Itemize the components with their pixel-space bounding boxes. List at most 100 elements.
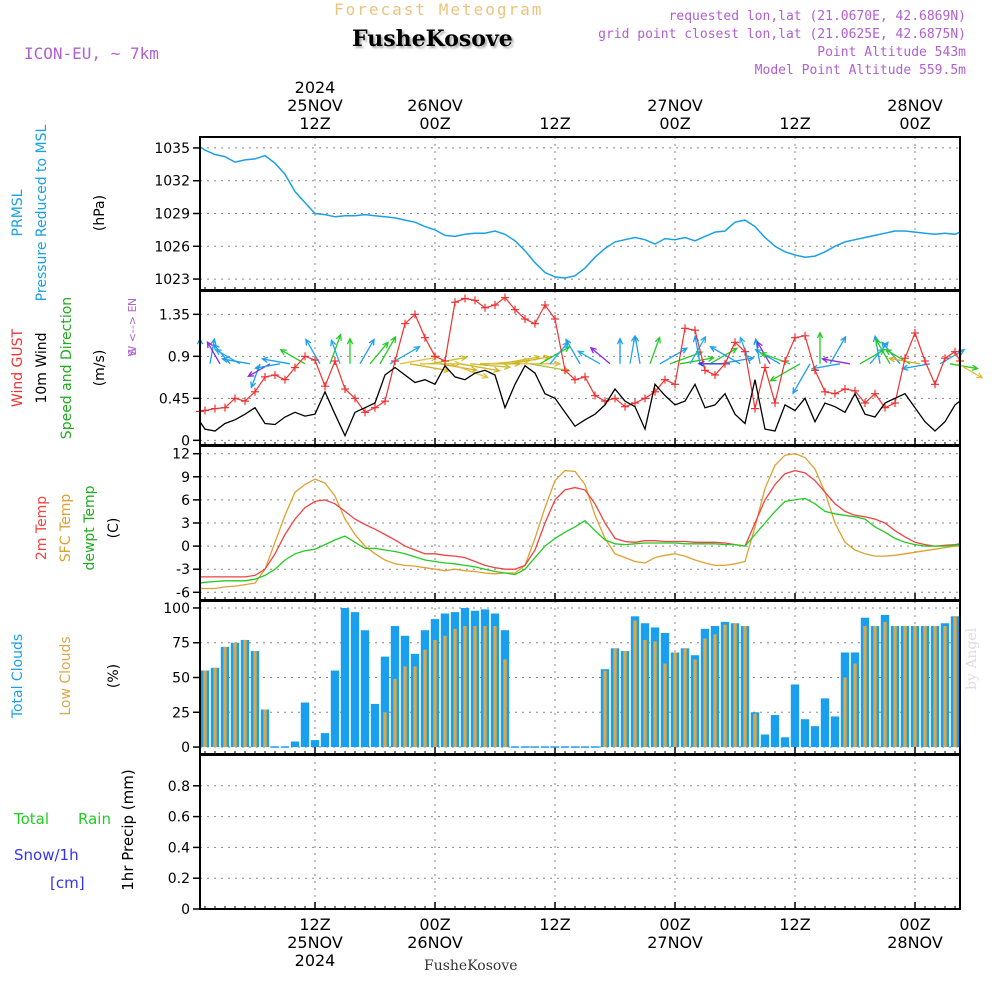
wind-arrow (816, 331, 824, 364)
wind-arrow (253, 363, 281, 371)
low-cloud-bar (233, 642, 237, 748)
wind-arrow-shaft (539, 346, 570, 365)
wind-arrow-head (335, 333, 342, 341)
wind-arrow (949, 363, 980, 371)
wind-arrow-shaft (529, 363, 570, 372)
wind-arrow-head (247, 370, 255, 378)
gust-marker (491, 301, 499, 309)
total-cloud-bar (810, 726, 820, 748)
wind-arrow-shaft (499, 356, 540, 365)
low-cloud-bar (493, 626, 497, 748)
location-title: FusheKosove (352, 26, 513, 52)
bottom-time-label: 26NOV (407, 933, 463, 952)
wind-arrow-shaft (770, 363, 801, 382)
wind-arrow-head (493, 366, 501, 374)
wind-arrow (509, 354, 551, 365)
wind-arrow (549, 341, 569, 365)
bottom-time-label: 25NOV (287, 933, 343, 952)
wind-arrow-head (330, 338, 337, 347)
wind-arrow-head (881, 341, 888, 349)
panel-frame-5 (199, 754, 961, 910)
compass-n: N (126, 298, 139, 306)
bottom-time-label: 27NOV (647, 933, 703, 952)
label-10m-wind: 10m Wind (34, 332, 50, 403)
gust-marker (651, 387, 659, 396)
wind-arrow-head (305, 338, 312, 346)
gust-marker (791, 333, 799, 342)
low-cloud-bar (263, 709, 267, 748)
y-tick-label: 3 (181, 516, 190, 532)
gust-marker (351, 394, 359, 403)
y-tick-label: 0 (181, 539, 190, 555)
wind-arrow (379, 335, 397, 365)
y-tick-label: 50 (172, 671, 190, 687)
wind-arrow-shaft (255, 363, 281, 369)
total-cloud-bar (320, 733, 330, 748)
wind-arrow (792, 363, 811, 395)
low-cloud-bar (913, 626, 917, 748)
wind-arrow-head (632, 334, 640, 343)
wind-arrow (632, 334, 641, 364)
wind-arrow-head (577, 350, 585, 357)
wind-arrow (212, 343, 231, 365)
top-time-label: 26NOV (407, 96, 463, 115)
wind-arrow (649, 336, 661, 365)
gust-marker (801, 331, 809, 340)
low-cloud-bar (633, 620, 637, 748)
gust-marker (781, 357, 789, 365)
total-cloud-bar (780, 737, 790, 748)
wind-arrow-shaft (369, 341, 389, 365)
low-cloud-bar (383, 712, 387, 748)
low-cloud-bar (653, 641, 657, 748)
wind-arrow-head (730, 347, 739, 354)
gust-marker (271, 371, 279, 379)
wind-arrow-head (481, 372, 489, 379)
wind-arrow (330, 338, 341, 365)
y-tick-label: 6 (181, 493, 190, 509)
gust-marker (341, 385, 349, 393)
label-total: Total (13, 810, 49, 828)
bottom-time-label: 2024 (295, 951, 336, 970)
wind-arrow-head (884, 349, 892, 356)
total-cloud-bar (380, 656, 390, 748)
low-cloud-bar (693, 659, 697, 748)
wind-arrow-head (616, 337, 624, 345)
low-cloud-bar (663, 663, 667, 748)
y-tick-label: 12 (172, 447, 190, 463)
low-cloud-bar (483, 626, 487, 748)
wind-arrow-head (382, 341, 389, 349)
gust-marker (301, 352, 309, 361)
total-cloud-bar (330, 670, 340, 748)
low-cloud-bar (953, 616, 957, 748)
gust-marker (761, 363, 769, 372)
top-time-label: 00Z (659, 114, 690, 133)
gust-marker (371, 403, 379, 412)
y-tick-label: 1029 (154, 207, 190, 223)
label-2m-temp: 2m Temp (34, 496, 50, 560)
gust-marker (281, 375, 289, 384)
gust-marker (241, 397, 249, 406)
wind-arrow-head (976, 372, 984, 379)
wind-arrow (820, 356, 851, 365)
wind-arrow-head (840, 335, 847, 343)
y-tick-label: 1026 (154, 239, 190, 255)
wind-arrow (346, 337, 354, 364)
model-altitude: Model Point Altitude 559.5m (754, 63, 966, 78)
wind-arrow-head (756, 340, 763, 349)
label-sfc-temp: SFC Temp (58, 494, 74, 563)
y-tick-label: 0.4 (168, 840, 190, 856)
low-cloud-bar (883, 621, 887, 748)
low-cloud-bar (703, 638, 707, 748)
watermark: by Angel (964, 627, 980, 690)
wind-arrow-head (878, 349, 886, 356)
bottom-time-label: 00Z (659, 915, 690, 934)
y-tick-label: 1035 (154, 141, 190, 157)
wind-arrow-head (220, 356, 229, 363)
gust-marker (671, 380, 679, 389)
label-hpa: (hPa) (92, 195, 108, 231)
wind-arrow-head (260, 356, 269, 363)
wind-arrow-head (346, 337, 354, 345)
wind-arrow-shaft (649, 337, 661, 365)
wind-arrow-head (971, 364, 980, 371)
y-tick-label: 9 (181, 470, 190, 486)
